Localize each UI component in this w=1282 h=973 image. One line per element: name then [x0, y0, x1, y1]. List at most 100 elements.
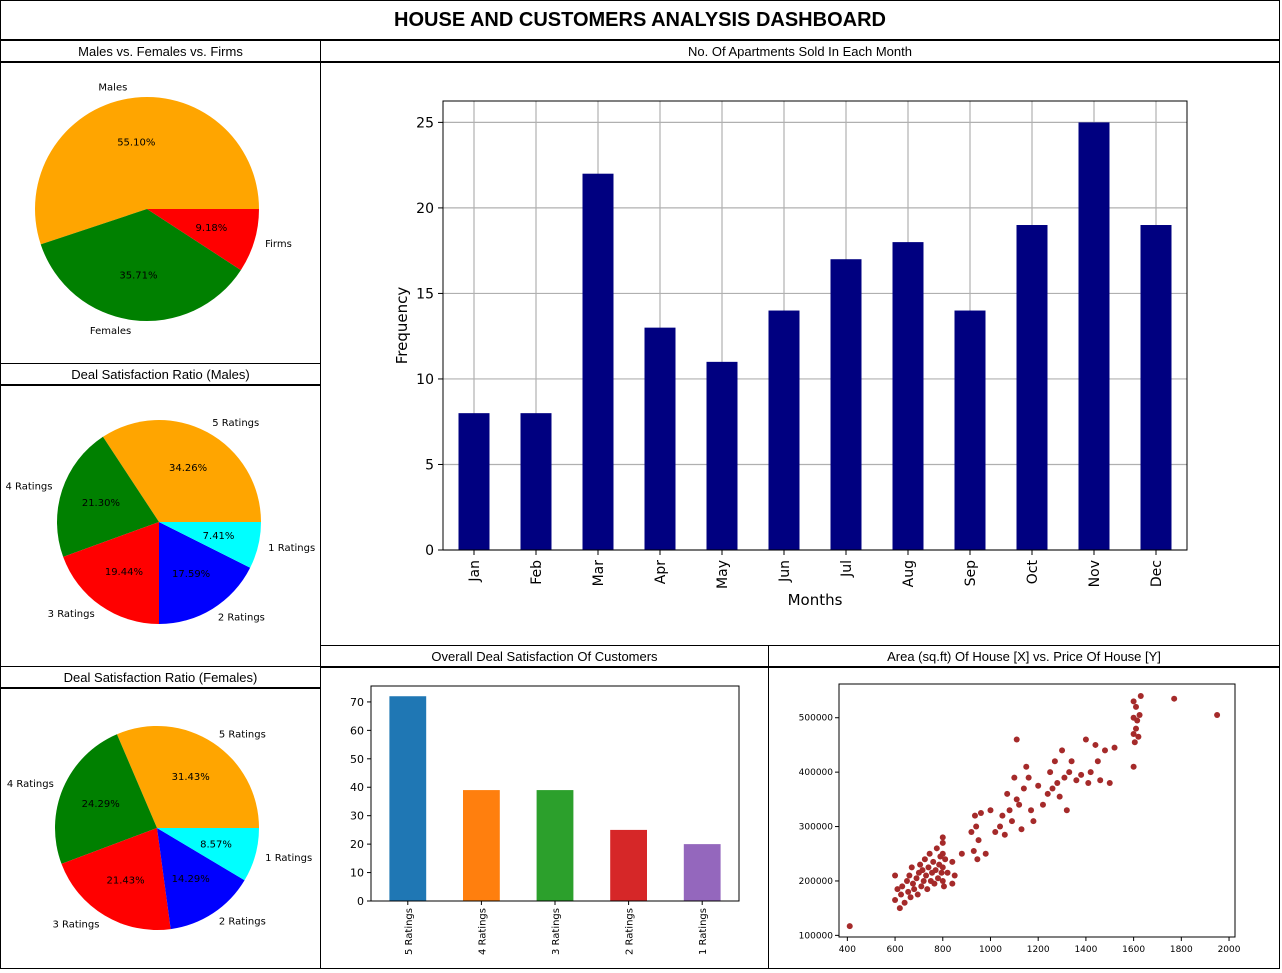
pie-pct-label: 21.43% [107, 876, 145, 887]
scatter-point [1016, 801, 1023, 808]
scatter-point [1106, 780, 1113, 787]
bar [683, 844, 721, 901]
gender-panel-header: Males vs. Females vs. Firms [0, 40, 321, 62]
scatter-point [1097, 777, 1104, 784]
overall-panel: 5 Ratings 4 Ratings 3 Ratings 2 Ratings 1 Ra… [320, 667, 769, 969]
scatter-chart: 400 600 800 1000 1200 1400 1600 1800 2000 100000 2… [799, 683, 1241, 955]
y-tick-label: 50 [350, 753, 364, 766]
bar [892, 242, 924, 550]
scatter-point [939, 839, 946, 846]
scatter-point [1135, 733, 1142, 740]
scatter-point [920, 877, 927, 884]
x-tick-label: Jun [777, 560, 793, 583]
y-tick-label: 400000 [799, 768, 834, 778]
scatter-point [909, 880, 916, 887]
pie-slice-label: 4 Ratings [5, 482, 52, 493]
pie-slice [157, 828, 259, 881]
scatter-point [1130, 698, 1137, 705]
bar [463, 790, 500, 901]
scatter-point [1028, 807, 1035, 814]
scatter-point [1073, 777, 1080, 784]
females-panel-header: Deal Satisfaction Ratio (Females) [0, 666, 321, 688]
scatter-point [933, 845, 940, 852]
y-tick-label: 15 [416, 286, 434, 302]
scatter-panel-header: Area (sq.ft) Of House [X] vs. Price Of H… [768, 645, 1280, 667]
pie-slice [159, 522, 262, 568]
pie-slice [55, 734, 158, 864]
y-tick-label: 25 [416, 115, 434, 131]
scatter-point [903, 877, 910, 884]
pie-slice-label: Females [90, 326, 131, 337]
gender-panel: 55.10% Males 35.71% Females 9.18% Firms [0, 62, 321, 364]
y-tick-label: 10 [350, 867, 364, 880]
scatter-point [892, 897, 899, 904]
pie-slice-label: 1 Ratings [265, 853, 312, 864]
x-tick-label: Dec [1149, 560, 1165, 587]
scatter-point [987, 807, 994, 814]
x-tick-label: Jul [839, 560, 855, 578]
pie-slice-label: 5 Ratings [219, 729, 266, 740]
y-tick-label: 100000 [799, 931, 834, 941]
scatter-point [1013, 736, 1020, 743]
scatter-point [1066, 769, 1073, 776]
y-tick-label: 0 [357, 895, 364, 908]
scatter-point [1013, 796, 1020, 803]
scatter-point [905, 888, 912, 895]
monthly-panel: Jan Feb Mar Apr May Jun Jul Aug Sep Oct Nov Dec 0 5 10… [320, 62, 1280, 646]
scatter-point [923, 872, 930, 879]
pie-pct-label: 55.10% [117, 138, 155, 149]
x-tick-label: 1600 [1122, 945, 1145, 955]
males-panel: 34.26% 5 Ratings 21.30% 4 Ratings 19.44% 3 Ra… [0, 385, 321, 667]
scatter-point [1133, 725, 1139, 732]
scatter-point [1101, 747, 1108, 754]
x-tick-label: Sep [963, 560, 979, 587]
x-tick-label: 1 Ratings [698, 908, 709, 955]
scatter-point [906, 872, 913, 879]
scatter-point [918, 883, 925, 890]
plot-frame [442, 100, 1188, 551]
scatter-point [924, 886, 931, 893]
scatter-point [982, 850, 989, 857]
scatter-point [896, 905, 903, 912]
x-tick-label: Mar [591, 560, 607, 587]
pie-slice [147, 209, 259, 271]
scatter-point [992, 828, 999, 835]
y-tick-label: 40 [350, 781, 364, 794]
bar [768, 310, 800, 550]
bar [389, 696, 427, 901]
scatter-point [1078, 771, 1085, 778]
scatter-point [1171, 695, 1178, 702]
scatter-point [925, 864, 932, 871]
x-tick-label: 1200 [1027, 945, 1050, 955]
x-tick-label: 5 Ratings [404, 908, 415, 955]
scatter-panel: 400 600 800 1000 1200 1400 1600 1800 2000 100000 2… [768, 667, 1280, 969]
x-tick-label: May [715, 560, 731, 589]
y-tick-label: 60 [350, 724, 364, 737]
bar [536, 790, 574, 901]
scatter-point [974, 856, 981, 863]
scatter-point [944, 869, 951, 876]
scatter-point [930, 858, 937, 865]
scatter-point [1025, 774, 1032, 781]
scatter-point [921, 856, 928, 863]
scatter-point [1020, 785, 1027, 792]
x-tick-label: Nov [1087, 560, 1103, 587]
scatter-point [1061, 774, 1068, 781]
bar [1078, 122, 1110, 550]
scatter-point [898, 891, 905, 898]
scatter-point [917, 861, 924, 868]
pie-pct-label: 35.71% [119, 271, 157, 282]
scatter-point [907, 894, 914, 901]
y-tick-label: 70 [350, 696, 364, 709]
pie-slice-label: 1 Ratings [268, 543, 315, 554]
pie-slice [157, 828, 245, 930]
scatter-point [1006, 807, 1013, 814]
plot-frame [370, 685, 740, 902]
scatter-point [899, 883, 906, 890]
bar [458, 413, 490, 550]
scatter-point [940, 883, 947, 890]
bar [706, 361, 738, 550]
females-pie-chart: 31.43% 5 Ratings 24.29% 4 Ratings 21.43% 3 Ra… [7, 726, 312, 930]
x-tick-label: 800 [934, 945, 951, 955]
scatter-point [1085, 780, 1092, 787]
